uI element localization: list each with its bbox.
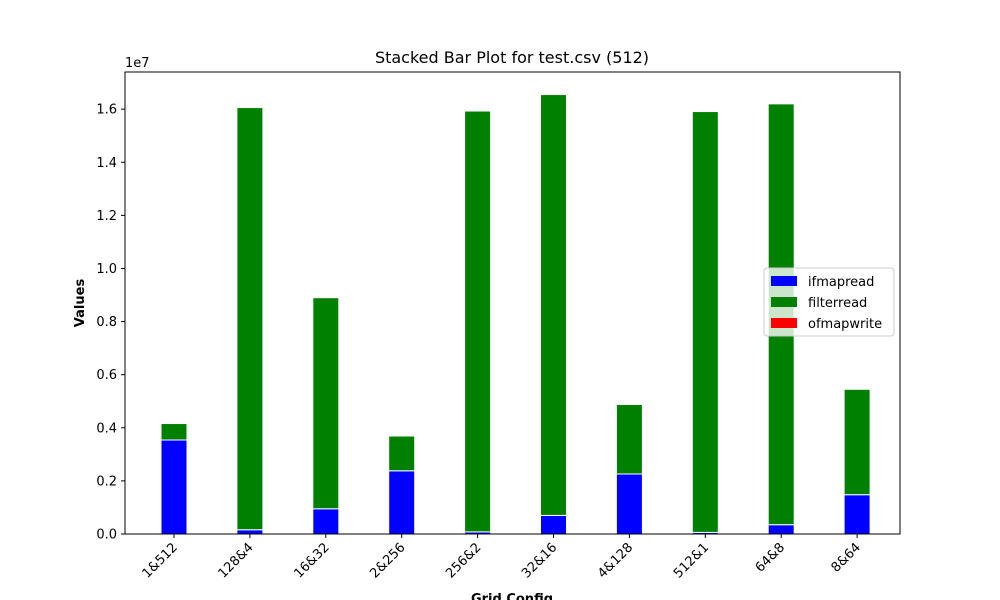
- x-tick-label: 16&32: [291, 540, 332, 581]
- bar-filterread-128-4: [236, 107, 264, 531]
- chart-title: Stacked Bar Plot for test.csv (512): [375, 48, 649, 67]
- y-tick-label: 0.6: [96, 368, 117, 383]
- bar-filterread-32-16: [540, 94, 567, 516]
- y-tick-label: 0.8: [96, 315, 117, 330]
- x-tick-label: 1&512: [140, 540, 181, 581]
- legend-swatch-ifmapread: [771, 276, 797, 286]
- y-axis-label: Values: [73, 279, 88, 328]
- bar-ifmapread-64-8: [767, 524, 795, 535]
- bar-ifmapread-1-512: [160, 439, 188, 535]
- bars-group: [160, 94, 871, 535]
- y-tick-label: 0.0: [96, 528, 117, 543]
- bar-filterread-4-128: [615, 403, 643, 475]
- x-axis: 1&512 128&4 16&32 2&256 256&2 32&16 4&128 512&1…: [140, 534, 864, 581]
- bar-ifmapread-16-32: [312, 508, 340, 535]
- x-tick-label: 2&256: [367, 540, 408, 581]
- y-tick-label: 0.4: [96, 421, 117, 436]
- bar-filterread-512-1: [691, 111, 719, 533]
- legend-label-ifmapread: ifmapread: [808, 275, 874, 290]
- x-tick-label: 128&4: [216, 540, 257, 581]
- x-tick-label: 32&16: [519, 540, 560, 581]
- y-axis: 0.0 0.2 0.4 0.6 0.8 1.0 1.2 1.4 1.6: [96, 103, 125, 543]
- y-tick-label: 0.2: [96, 474, 117, 489]
- legend: ifmapread filterread ofmapwrite: [763, 267, 895, 337]
- legend-label-filterread: filterread: [808, 296, 867, 311]
- legend-swatch-filterread: [771, 297, 797, 307]
- bar-ifmapread-8-64: [843, 494, 871, 535]
- x-tick-label: 8&64: [829, 540, 864, 575]
- bar-filterread-8-64: [843, 388, 871, 496]
- y-scale-label: 1e7: [125, 56, 150, 71]
- y-tick-label: 1.6: [96, 103, 117, 118]
- bar-filterread-2-256: [388, 435, 416, 472]
- legend-label-ofmapwrite: ofmapwrite: [808, 317, 882, 332]
- y-tick-label: 1.4: [96, 156, 117, 171]
- bar-ifmapread-4-128: [615, 473, 643, 535]
- bar-filterread-1-512: [160, 423, 188, 441]
- x-tick-label: 64&8: [753, 540, 788, 575]
- x-tick-label: 512&1: [671, 540, 712, 581]
- bar-filterread-16-32: [312, 297, 340, 510]
- bar-ifmapread-128-4: [236, 529, 264, 535]
- legend-swatch-ofmapwrite: [771, 318, 797, 328]
- y-tick-label: 1.2: [96, 209, 117, 224]
- bar-ifmapread-32-16: [540, 514, 567, 535]
- y-tick-label: 1.0: [96, 262, 117, 277]
- x-tick-label: 256&2: [443, 540, 484, 581]
- plot-frame: [124, 71, 901, 535]
- x-axis-label: Grid Config: [471, 592, 553, 600]
- bar-filterread-256-2: [464, 110, 492, 533]
- bar-ifmapread-2-256: [388, 470, 416, 535]
- x-tick-label: 4&128: [595, 540, 636, 581]
